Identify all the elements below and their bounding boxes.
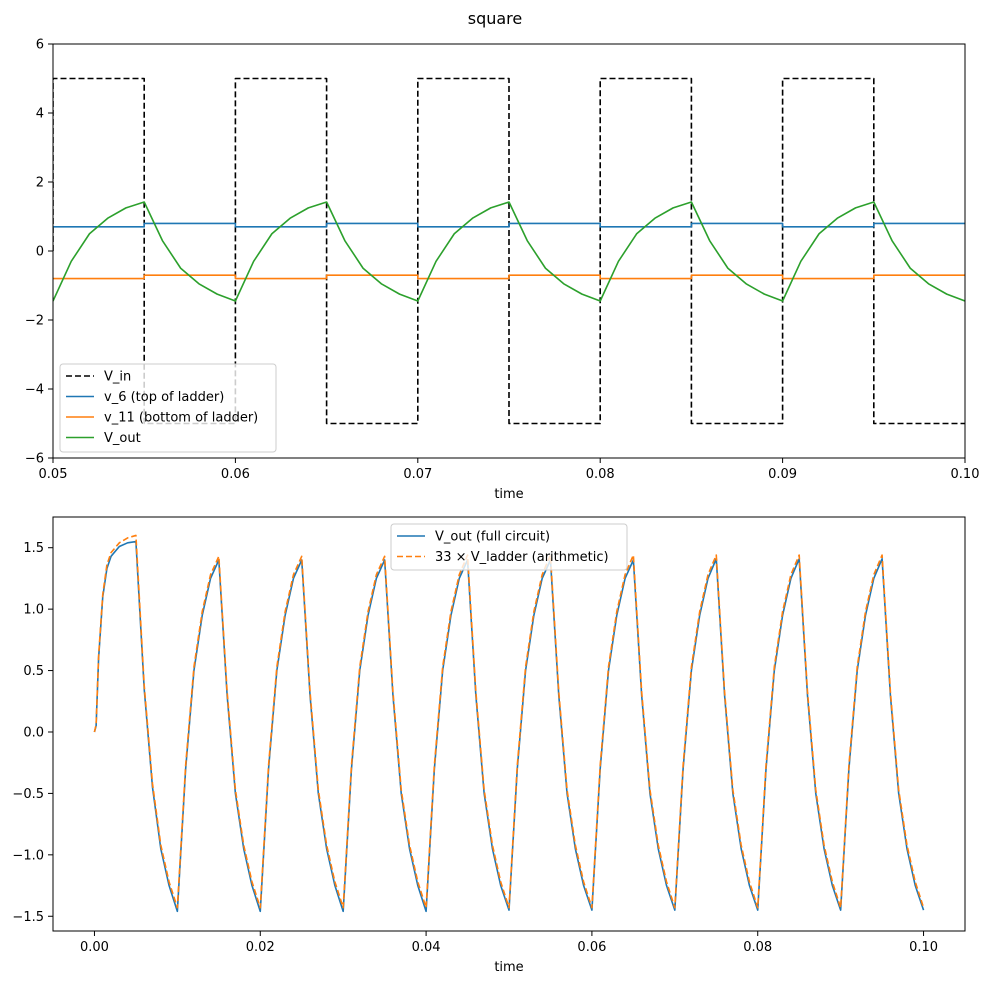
bottom-chart-y-tick-label: 1.0	[23, 603, 44, 618]
top-chart-legend-label-v-out: V_out	[104, 431, 141, 446]
bottom-chart-y-tick-label: 0.0	[23, 725, 44, 740]
top-chart-x-tick-label: 0.07	[403, 467, 432, 482]
top-chart-x-tick-label: 0.06	[221, 467, 250, 482]
bottom-chart-x-axis: 0.00 0.02 0.04 0.06 0.08 0.10	[80, 931, 938, 955]
top-chart-legend-box	[59, 363, 277, 453]
top-chart-x-tick-label: 0.05	[39, 467, 68, 482]
top-chart-legend-label-v-11-bottom-of-ladder: v_11 (bottom of ladder)	[104, 411, 258, 426]
bottom-chart-x-tick-label: 0.10	[909, 940, 938, 955]
top-chart-x-axis-label: time	[494, 487, 523, 502]
top-chart-legend-label-v-6-top-of-ladder: v_6 (top of ladder)	[104, 390, 224, 405]
top-chart-x-axis: 0.05 0.06 0.07 0.08 0.09 0.10	[39, 458, 980, 482]
bottom-chart-frame	[52, 516, 966, 932]
bottom-chart-panel: 0.00 0.02 0.04 0.06 0.08 0.10 −1.5 −1.0 −0.5 0.0…	[12, 516, 966, 975]
top-chart-series-v-out	[53, 201, 965, 302]
top-chart-legend-label-v-in: V_in	[104, 370, 131, 385]
top-chart-x-tick-label: 0.10	[951, 467, 980, 482]
top-chart-y-tick-label: −6	[25, 452, 44, 467]
bottom-chart-legend-label-v-out-full-circuit: V_out (full circuit)	[435, 530, 550, 545]
top-chart-y-tick-label: 2	[36, 176, 44, 191]
top-chart-y-tick-label: 4	[36, 107, 44, 122]
top-chart-series-v-6-top-of-ladder	[53, 222, 965, 228]
bottom-chart-legend: V_out (full circuit) 33 × V_ladder (arith…	[390, 523, 628, 571]
bottom-chart-lines	[93, 534, 925, 913]
top-chart-y-axis: −6 −4 −2 0 2 4 6	[25, 38, 53, 467]
bottom-chart-y-tick-label: 1.5	[23, 541, 44, 556]
top-chart-y-tick-label: −4	[25, 383, 44, 398]
bottom-chart-x-tick-label: 0.04	[412, 940, 441, 955]
bottom-chart-legend-box	[390, 523, 628, 571]
bottom-chart-y-tick-label: −1.5	[12, 910, 44, 925]
top-chart-series-v-11-bottom-of-ladder	[53, 274, 965, 280]
top-chart-panel: 0.05 0.06 0.07 0.08 0.09 0.10 −6 −4 −2 0 2 4 6 time…	[25, 38, 980, 503]
bottom-chart-legend-label-33-v-ladder-arithmetic: 33 × V_ladder (arithmetic)	[435, 550, 609, 565]
bottom-chart-y-tick-label: 0.5	[23, 664, 44, 679]
bottom-chart-y-axis: −1.5 −1.0 −0.5 0.0 0.5 1.0 1.5	[12, 541, 53, 925]
bottom-chart-series-33-v-ladder-arithmetic	[93, 534, 925, 909]
bottom-chart-x-tick-label: 0.08	[743, 940, 772, 955]
bottom-chart-x-tick-label: 0.02	[246, 940, 275, 955]
bottom-chart-x-axis-label: time	[494, 960, 523, 975]
top-chart-x-tick-label: 0.08	[586, 467, 615, 482]
bottom-chart-x-tick-label: 0.06	[577, 940, 606, 955]
bottom-chart-y-tick-label: −0.5	[12, 787, 44, 802]
bottom-chart-x-tick-label: 0.00	[80, 940, 109, 955]
top-chart-y-tick-label: 0	[36, 245, 44, 260]
figure-title: square	[468, 9, 523, 28]
top-chart-legend: V_in v_6 (top of ladder) v_11 (bottom of l…	[59, 363, 277, 453]
top-chart-y-tick-label: −2	[25, 314, 44, 329]
top-chart-y-tick-label: 6	[36, 38, 44, 53]
bottom-chart-y-tick-label: −1.0	[12, 848, 44, 863]
top-chart-x-tick-label: 0.09	[768, 467, 797, 482]
